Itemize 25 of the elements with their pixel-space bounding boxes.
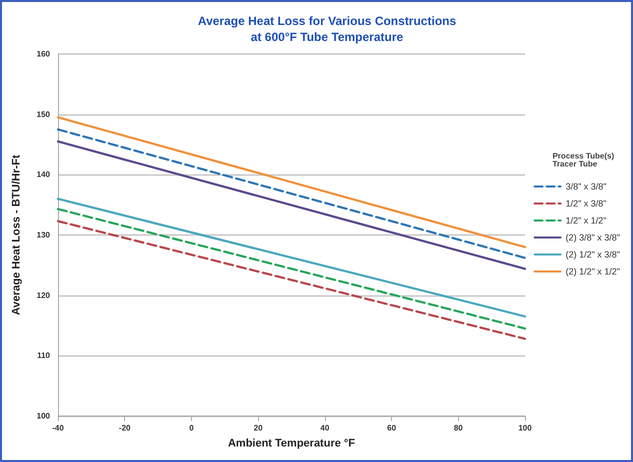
y-tick-label: 120 (36, 290, 51, 300)
x-tick-label: 40 (320, 424, 330, 432)
legend-label: (2) 1/2" x 1/2" (566, 266, 620, 276)
legend-label: (2) 3/8" x 3/8" (566, 232, 620, 242)
x-tick-label: 100 (518, 424, 532, 432)
y-tick-label: 160 (36, 50, 51, 58)
x-tick-label: -20 (118, 424, 132, 432)
y-axis-title: Average Heat Loss - BTU/Hr-Ft (10, 154, 22, 316)
legend-label: 3/8" x 3/8" (566, 182, 607, 192)
chart-title: Average Heat Loss for Various Constructions at 600°F Tube Temperature (198, 14, 456, 44)
x-tick-label: 80 (454, 424, 464, 432)
y-tick-label: 130 (36, 230, 51, 240)
legend-label: 1/2" x 3/8" (566, 198, 607, 208)
x-tick-label: 60 (387, 424, 397, 432)
y-tick-label: 100 (36, 412, 51, 420)
x-axis-title: Ambient Temperature °F (228, 438, 356, 450)
x-tick-label: 20 (254, 424, 264, 432)
y-tick-label: 140 (36, 170, 51, 180)
legend-title: Process Tube(s) Tracer Tube (552, 152, 624, 168)
legend-label: 1/2" x 1/2" (566, 216, 607, 226)
x-tick-label: -40 (52, 424, 64, 432)
x-tick-label: 0 (189, 424, 194, 432)
y-tick-label: 150 (36, 110, 51, 119)
legend-label: (2) 1/2" x 3/8" (566, 250, 620, 260)
y-tick-label: 110 (37, 351, 51, 360)
